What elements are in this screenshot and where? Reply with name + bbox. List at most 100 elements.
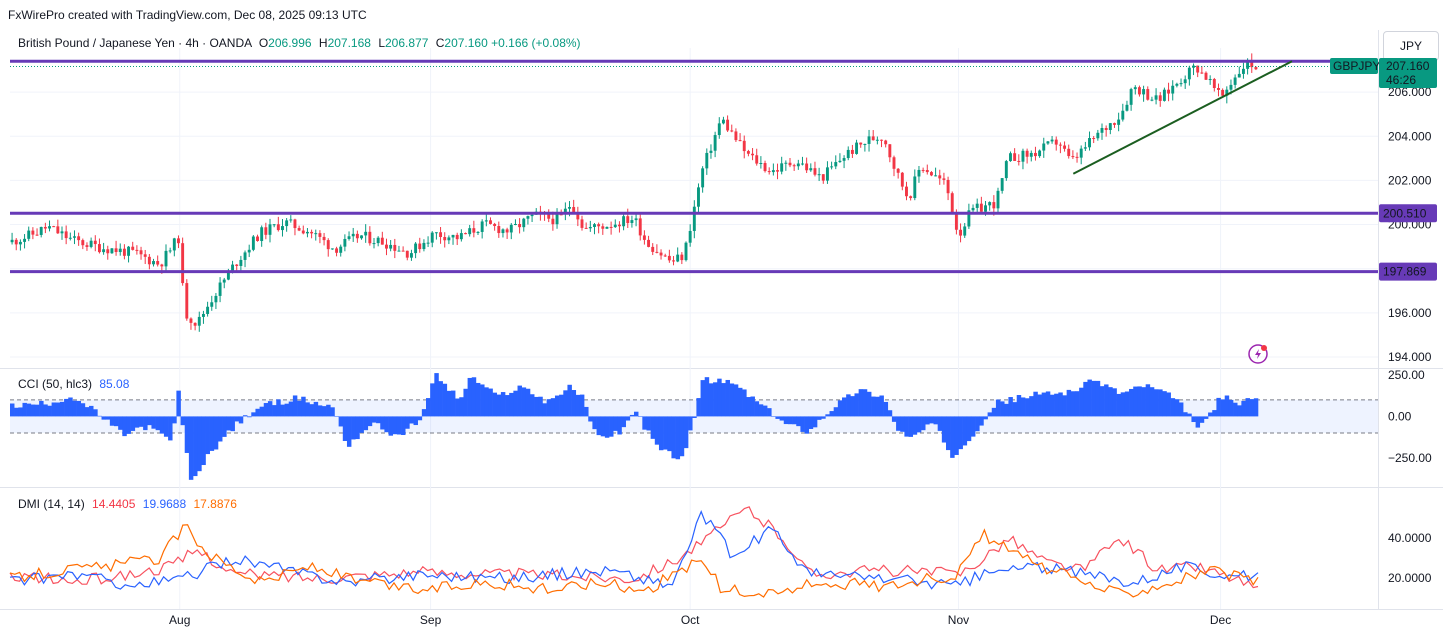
candle-body	[513, 223, 517, 225]
cci-bar	[1170, 398, 1176, 417]
candle-body	[218, 282, 222, 296]
candle-body	[809, 168, 813, 171]
cci-bar	[546, 399, 552, 417]
cci-tick-label: 250.00	[1388, 368, 1425, 382]
cci-bar	[247, 416, 252, 418]
candle-body	[193, 322, 197, 326]
cci-bar	[126, 416, 131, 434]
cci-bar	[609, 416, 614, 437]
currency-button[interactable]: JPY	[1383, 31, 1439, 61]
candle-body	[10, 239, 14, 243]
cci-bar	[446, 390, 452, 417]
cci-bar	[692, 416, 697, 418]
cci-bar	[34, 404, 40, 417]
cci-bar	[846, 394, 851, 417]
candle-body	[805, 163, 809, 171]
candle-body	[880, 139, 883, 141]
candle-body	[376, 237, 380, 244]
price-tick-label: 196.000	[1388, 306, 1432, 320]
candle-body	[389, 244, 393, 249]
cci-bar	[409, 416, 414, 424]
candle-body	[118, 248, 122, 253]
candle-body	[996, 190, 1000, 209]
time-tick-label: Nov	[948, 613, 969, 627]
candle-body	[1167, 89, 1171, 94]
candle-body	[23, 238, 27, 242]
dmi-legend[interactable]: DMI (14, 14) 14.4405 19.9688 17.8876	[18, 497, 237, 511]
cci-bar	[326, 404, 331, 417]
cci-bar	[775, 416, 780, 419]
cci-bar	[184, 416, 190, 453]
candle-body	[243, 252, 247, 260]
candle-body	[1175, 83, 1179, 86]
cci-bar	[1104, 384, 1109, 417]
cci-bar	[584, 406, 589, 417]
cci-bar	[671, 416, 676, 459]
cci-bar	[962, 416, 968, 446]
cci-bar	[226, 416, 231, 431]
cci-bar	[891, 416, 897, 422]
candle-body	[763, 163, 767, 172]
candle-body	[938, 175, 942, 179]
cci-bar	[488, 388, 493, 417]
cci-bar	[1133, 386, 1138, 417]
cci-bar	[118, 416, 123, 430]
cci-bar	[721, 383, 726, 417]
candle-body	[197, 316, 201, 326]
candle-body	[859, 142, 863, 145]
candle-body	[1050, 139, 1054, 142]
cci-bar	[1095, 380, 1101, 417]
candle-body	[77, 236, 81, 241]
candle-body	[326, 240, 330, 250]
cci-bar	[272, 405, 277, 417]
candle-body	[464, 233, 467, 235]
cci-bar	[1203, 416, 1209, 419]
dmi-tick-label: 20.0000	[1388, 571, 1432, 585]
candle-body	[526, 216, 530, 219]
trendline[interactable]	[1072, 60, 1293, 175]
cci-bar	[188, 416, 194, 480]
candle-body	[206, 306, 210, 314]
candle-body	[177, 238, 180, 244]
cci-bar	[509, 392, 514, 417]
candle-body	[364, 231, 368, 236]
cci-bar	[475, 382, 481, 417]
price-tick-label: 206.000	[1388, 85, 1432, 99]
cci-bar	[130, 416, 136, 431]
dmi-series-plus-di	[9, 506, 1259, 589]
candle-body	[834, 162, 838, 167]
alert-icon[interactable]	[1248, 344, 1268, 364]
candle-body	[1017, 160, 1021, 162]
cci-bar	[875, 396, 880, 417]
cci-bar	[725, 379, 730, 417]
candle-body	[1183, 79, 1187, 84]
cci-bar	[59, 401, 65, 417]
cci-bar	[617, 416, 622, 435]
candle-body	[584, 227, 588, 229]
cci-bar	[642, 416, 647, 430]
candle-body	[959, 229, 963, 236]
candle-body	[1096, 132, 1100, 139]
cci-bar	[571, 390, 577, 417]
cci-bar	[55, 402, 61, 417]
cci-bar	[234, 416, 240, 422]
candle-body	[796, 163, 800, 167]
candle-body	[89, 240, 93, 247]
candle-body	[730, 130, 734, 132]
cci-bar	[305, 402, 310, 417]
cci-bar	[966, 416, 972, 442]
candle-body	[863, 143, 867, 145]
candle-body	[289, 219, 293, 221]
candle-body	[1033, 152, 1037, 157]
cci-bar	[193, 416, 198, 477]
candle-body	[1171, 85, 1175, 94]
cci-legend[interactable]: CCI (50, hlc3) 85.08	[18, 377, 129, 391]
candle-body	[1137, 87, 1141, 95]
candle-body	[451, 234, 455, 238]
candle-body	[297, 228, 301, 231]
cci-bar	[505, 395, 510, 417]
candle-body	[721, 119, 725, 124]
cci-bar	[363, 416, 369, 431]
candle-body	[81, 240, 85, 246]
